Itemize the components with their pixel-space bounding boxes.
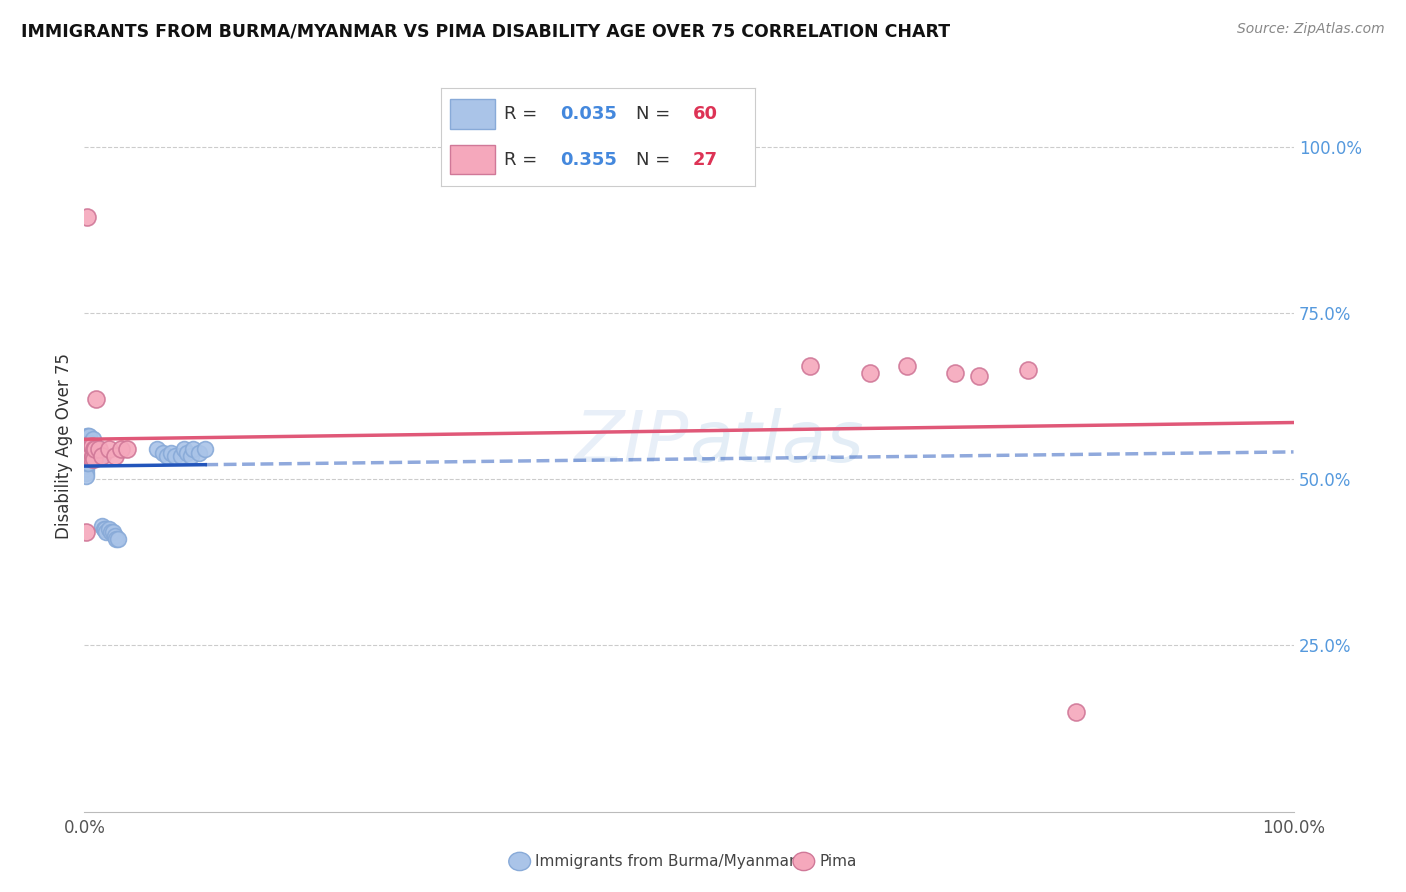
Point (75, 452, 97, 467)
Point (75, 458, 97, 473)
Point (152, 445, 174, 459)
Point (80, 439, 103, 453)
Point (170, 449, 193, 463)
Point (91, 449, 114, 463)
Point (79, 435, 101, 450)
Point (83, 449, 105, 463)
Point (115, 442, 138, 457)
Point (86, 392, 108, 407)
Point (194, 442, 217, 457)
Text: atlas: atlas (689, 408, 863, 477)
Point (181, 442, 204, 457)
Point (104, 529, 127, 543)
Point (110, 442, 132, 457)
Point (84, 442, 107, 457)
Y-axis label: Disability Age Over 75: Disability Age Over 75 (55, 353, 73, 539)
Point (75, 442, 97, 457)
Point (83, 445, 105, 459)
Point (77, 442, 100, 457)
Point (76, 456, 98, 470)
Point (107, 532, 129, 546)
Point (75, 462, 97, 476)
Point (76, 210, 98, 224)
Point (100, 525, 122, 540)
Point (82, 433, 104, 447)
Point (90, 449, 112, 463)
Point (77, 435, 100, 450)
Point (76, 449, 98, 463)
Point (75, 433, 97, 447)
Point (943, 366, 966, 380)
Ellipse shape (793, 853, 814, 871)
Point (80, 452, 103, 467)
Point (75, 525, 97, 540)
Point (76, 442, 98, 457)
Text: ZIP: ZIP (575, 408, 689, 477)
Point (76, 435, 98, 450)
Point (80, 445, 103, 459)
Point (75, 469, 97, 483)
Point (77, 456, 100, 470)
Point (76, 429, 98, 443)
Point (75, 466, 97, 480)
Point (76, 442, 98, 457)
Point (77, 442, 100, 457)
Point (86, 449, 108, 463)
Point (104, 532, 127, 546)
Point (173, 442, 195, 457)
Point (83, 452, 105, 467)
Text: IMMIGRANTS FROM BURMA/MYANMAR VS PIMA DISABILITY AGE OVER 75 CORRELATION CHART: IMMIGRANTS FROM BURMA/MYANMAR VS PIMA DI… (21, 22, 950, 40)
Text: Source: ZipAtlas.com: Source: ZipAtlas.com (1237, 22, 1385, 37)
Point (165, 449, 187, 463)
Point (77, 429, 100, 443)
Point (160, 445, 183, 459)
Point (967, 369, 990, 384)
Point (799, 359, 821, 374)
Point (77, 449, 100, 463)
Point (104, 449, 127, 463)
Point (82, 442, 104, 457)
Point (97, 442, 120, 457)
Point (91, 518, 114, 533)
Point (79, 442, 101, 457)
Point (77, 449, 100, 463)
Point (77, 442, 100, 457)
Point (86, 449, 108, 463)
Point (79, 449, 101, 463)
Point (188, 445, 211, 459)
Point (94, 522, 117, 536)
Point (93, 522, 115, 536)
Point (83, 442, 105, 457)
Text: Immigrants from Burma/Myanmar: Immigrants from Burma/Myanmar (536, 854, 796, 869)
Point (87, 442, 110, 457)
Point (75, 456, 97, 470)
Point (146, 442, 169, 457)
Point (75, 445, 97, 459)
Point (87, 442, 110, 457)
Point (84, 442, 107, 457)
Point (1064, 705, 1087, 719)
Point (896, 359, 918, 374)
Point (180, 449, 202, 463)
Point (1017, 362, 1039, 376)
Point (94, 525, 117, 540)
Ellipse shape (509, 853, 530, 871)
Point (859, 366, 882, 380)
Point (75, 435, 97, 450)
Point (97, 522, 120, 536)
Point (80, 439, 103, 453)
Point (155, 449, 177, 463)
Point (79, 449, 101, 463)
Point (77, 449, 100, 463)
Point (77, 429, 100, 443)
Point (77, 442, 100, 457)
Point (75, 449, 97, 463)
Point (82, 449, 104, 463)
Point (103, 525, 125, 540)
Text: Pima: Pima (820, 854, 856, 869)
Point (176, 445, 198, 459)
